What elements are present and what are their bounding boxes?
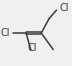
Text: Cl: Cl <box>27 43 37 53</box>
Text: Cl: Cl <box>59 3 69 13</box>
Text: Cl: Cl <box>0 28 10 38</box>
